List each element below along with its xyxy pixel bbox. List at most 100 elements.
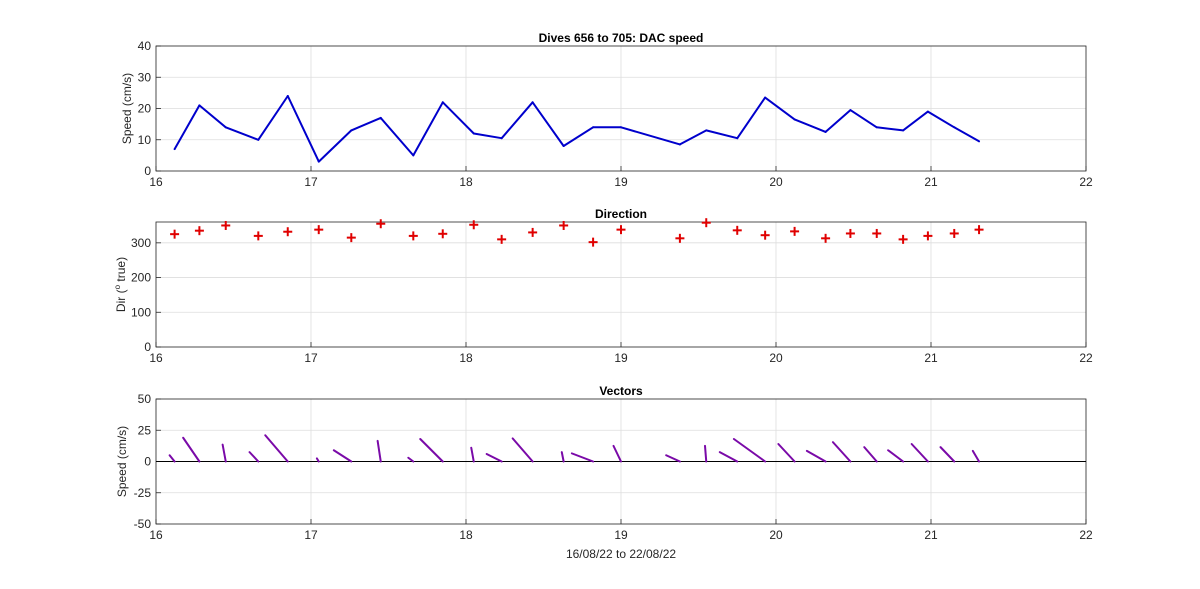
vector-stick: [910, 443, 929, 463]
direction-marker: [821, 233, 831, 243]
vectors-xtick-label: 18: [459, 528, 473, 542]
speed-point: [500, 137, 503, 140]
direction-marker: [701, 218, 711, 228]
direction-marker: [221, 220, 231, 230]
speed-point: [926, 110, 929, 113]
direction-marker: [408, 231, 418, 241]
vector-stick: [887, 449, 905, 463]
direction-marker: [790, 226, 800, 236]
vector-stick: [485, 453, 503, 463]
direction-ylabel-suffix: true): [114, 257, 128, 285]
direction-marker: [314, 225, 324, 235]
speed-point: [902, 129, 905, 132]
direction-ytick-label: 300: [131, 236, 151, 250]
direction-xtick-label: 19: [614, 351, 628, 365]
vector-stick: [560, 451, 565, 463]
vectors-ytick-label: -25: [134, 486, 152, 500]
direction-ytick-label: 200: [131, 271, 151, 285]
vector-stick: [182, 436, 201, 463]
vector-stick: [805, 449, 827, 463]
speed-point: [793, 118, 796, 121]
vector-stick: [971, 449, 981, 463]
speed-point: [592, 126, 595, 129]
speed-point: [562, 145, 565, 147]
direction-marker: [346, 233, 356, 243]
vectors-ytick-label: -50: [134, 517, 152, 531]
vectors-ytick-label: 0: [144, 455, 151, 469]
vector-stick: [665, 454, 681, 463]
speed-point: [620, 126, 622, 129]
speed-point: [705, 129, 708, 132]
speed-point: [764, 96, 767, 99]
speed-xtick-label: 18: [459, 175, 473, 189]
direction-marker: [675, 233, 685, 243]
vector-stick: [704, 444, 708, 463]
speed-point: [317, 160, 320, 163]
direction-ytick-label: 0: [144, 340, 151, 354]
speed-point: [978, 140, 981, 143]
direction-marker: [283, 227, 293, 237]
vector-stick: [511, 437, 534, 463]
vectors-xtick-label: 16: [149, 528, 163, 542]
vector-stick: [777, 443, 796, 463]
direction-marker: [170, 229, 180, 239]
direction-marker: [528, 227, 538, 237]
speed-point: [286, 95, 289, 97]
speed-point: [953, 126, 956, 129]
vector-stick: [570, 452, 595, 463]
direction-ylabel-prefix: Dir (: [114, 289, 128, 312]
vectors-xtick-label: 22: [1079, 528, 1093, 542]
direction-marker: [559, 220, 569, 230]
vector-stick: [248, 451, 260, 463]
direction-ylabel-degree: o: [113, 284, 122, 289]
vector-stick: [718, 451, 739, 463]
vector-stick: [168, 454, 176, 463]
vectors-xtick-label: 17: [304, 528, 318, 542]
direction-ylabel: Dir (o true): [113, 257, 128, 312]
speed-line: [173, 95, 980, 163]
speed-point: [441, 101, 444, 104]
direction-marker: [923, 231, 933, 241]
direction-marker: [974, 225, 984, 235]
vector-stick: [732, 438, 767, 463]
vectors-ytick-label: 50: [138, 392, 152, 406]
speed-xtick-label: 17: [304, 175, 318, 189]
direction-xtick-label: 20: [769, 351, 783, 365]
vector-stick: [332, 449, 353, 463]
speed-ytick-label: 20: [138, 102, 152, 116]
speed-point: [531, 101, 534, 104]
direction-xtick-label: 17: [304, 351, 318, 365]
speed-point: [198, 104, 201, 107]
vectors-xtick-label: 20: [769, 528, 783, 542]
vectors-ylabel: Speed (cm/s): [115, 426, 129, 497]
speed-ytick-label: 30: [138, 70, 152, 84]
direction-title: Direction: [595, 207, 647, 221]
direction-marker: [376, 219, 386, 229]
speed-title: Dives 656 to 705: DAC speed: [539, 31, 704, 45]
speed-point: [472, 132, 475, 135]
vector-stick: [315, 457, 320, 463]
vector-stick: [376, 439, 382, 463]
vectors-ytick-label: 25: [138, 423, 152, 437]
speed-xtick-label: 21: [924, 175, 938, 189]
direction-marker: [616, 225, 626, 235]
speed-point: [875, 126, 878, 129]
direction-xtick-label: 18: [459, 351, 473, 365]
vectors-xtick-label: 21: [924, 528, 938, 542]
speed-ytick-label: 10: [138, 133, 152, 147]
speed-xtick-label: 19: [614, 175, 628, 189]
direction-series: [170, 218, 984, 247]
speed-point: [849, 109, 852, 112]
speed-ytick-label: 0: [144, 164, 151, 178]
vector-stick: [831, 441, 852, 463]
direction-marker: [469, 220, 479, 230]
speed-point: [412, 154, 415, 157]
vector-stick: [264, 434, 289, 463]
direction-marker: [253, 231, 263, 241]
speed-xtick-label: 22: [1079, 175, 1093, 189]
speed-xtick-label: 20: [769, 175, 783, 189]
speed-point: [224, 126, 227, 129]
vector-stick: [419, 438, 444, 463]
vector-stick: [863, 446, 878, 463]
